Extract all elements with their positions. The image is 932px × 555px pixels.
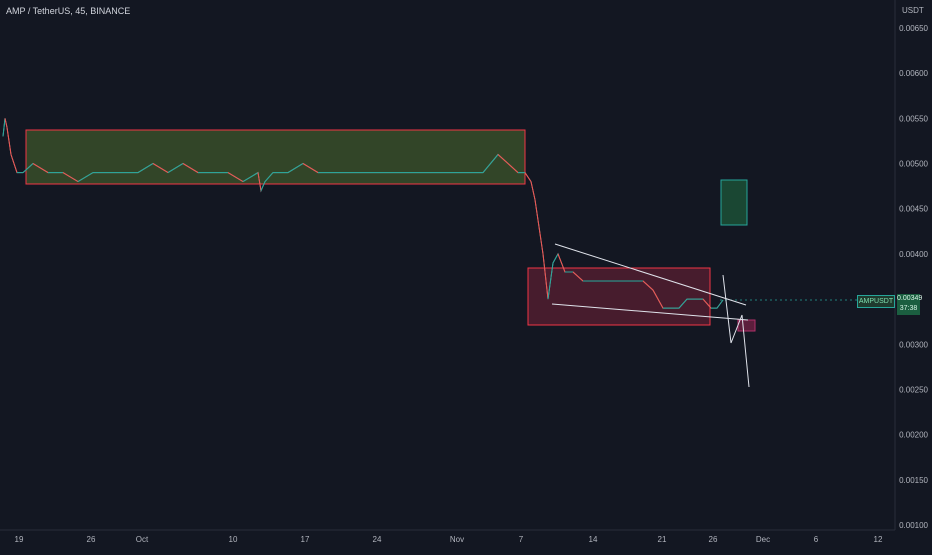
x-tick-label: 26 [709, 535, 718, 544]
x-tick-label: Nov [450, 535, 464, 544]
price-segment [552, 253, 559, 264]
x-tick-label: 24 [373, 535, 382, 544]
x-tick-label: 6 [814, 535, 819, 544]
symbol-badge: AMPUSDT [857, 295, 895, 308]
price-segment [10, 154, 18, 173]
price-segment [652, 289, 664, 309]
price-segment [242, 172, 259, 183]
price-segment [77, 172, 94, 183]
price-segment [572, 271, 584, 282]
x-tick-label: Oct [136, 535, 149, 544]
y-tick-label: 0.00600 [899, 69, 928, 78]
y-tick-label: 0.00200 [899, 431, 928, 440]
price-segment [524, 172, 532, 182]
price-segment [152, 163, 169, 174]
price-segment [534, 199, 540, 227]
price-segment [678, 298, 688, 309]
marker-box[interactable] [737, 319, 756, 332]
x-axis[interactable]: 19 26 Oct 10 17 24 Nov 7 14 21 26 Dec 6 12 [15, 535, 883, 544]
y-tick-label: 0.00150 [899, 476, 928, 485]
projection-path[interactable] [722, 274, 750, 388]
x-tick-label: 17 [301, 535, 310, 544]
y-tick-label: 0.00250 [899, 385, 928, 394]
y-tick-label: 0.00300 [899, 340, 928, 349]
price-segment [182, 163, 199, 174]
range-zone-green[interactable] [25, 129, 526, 185]
y-tick-label: 0.00400 [899, 250, 928, 259]
x-tick-label: 26 [87, 535, 96, 544]
axis-unit: USDT [902, 6, 924, 15]
x-tick-label: 21 [658, 535, 667, 544]
y-tick-label: 0.00650 [899, 24, 928, 33]
price-segment [227, 172, 244, 183]
price-segment [547, 262, 554, 300]
bar-countdown: 37:38 [899, 305, 918, 312]
price-segment [716, 299, 724, 309]
current-price-badge: 0.00349 37:38 [897, 294, 923, 315]
x-tick-label: 7 [519, 535, 524, 544]
y-tick-label: 0.00500 [899, 160, 928, 169]
wedge-upper-line[interactable] [554, 243, 747, 306]
price-segment [287, 163, 304, 174]
price-segment [702, 298, 712, 309]
price-segment [62, 172, 79, 183]
price-segment [542, 253, 549, 300]
price-segment [6, 127, 12, 155]
price-segment [538, 226, 544, 254]
price-segment [260, 181, 266, 191]
price-segment [137, 163, 154, 174]
y-tick-label: 0.00550 [899, 114, 928, 123]
price-segment [302, 163, 319, 174]
current-price-value: 0.00349 [897, 295, 923, 302]
price-segment [264, 172, 274, 182]
price-segment [2, 118, 6, 137]
chart-title: AMP / TetherUS, 45, BINANCE [6, 6, 131, 16]
y-tick-label: 0.00450 [899, 205, 928, 214]
x-tick-label: Dec [756, 535, 770, 544]
price-segment [167, 163, 184, 174]
price-segment [4, 118, 8, 128]
x-tick-label: 14 [589, 535, 598, 544]
target-box[interactable] [720, 179, 748, 226]
price-segment [530, 181, 536, 200]
wedge-lower-line[interactable] [551, 303, 749, 321]
price-segment [22, 163, 34, 173]
y-axis[interactable]: 0.00650 0.00600 0.00550 0.00500 0.00450 0.004… [899, 24, 928, 530]
price-segment [497, 154, 509, 164]
price-segment [642, 280, 654, 291]
price-segment [482, 154, 499, 173]
range-zone-red[interactable] [527, 267, 711, 326]
price-segment [507, 163, 519, 173]
price-segment [557, 253, 566, 273]
x-tick-label: 12 [874, 535, 883, 544]
x-tick-label: 10 [229, 535, 238, 544]
price-segment [32, 163, 49, 174]
y-tick-label: 0.00100 [899, 521, 928, 530]
price-segment [257, 172, 262, 191]
x-tick-label: 19 [15, 535, 24, 544]
